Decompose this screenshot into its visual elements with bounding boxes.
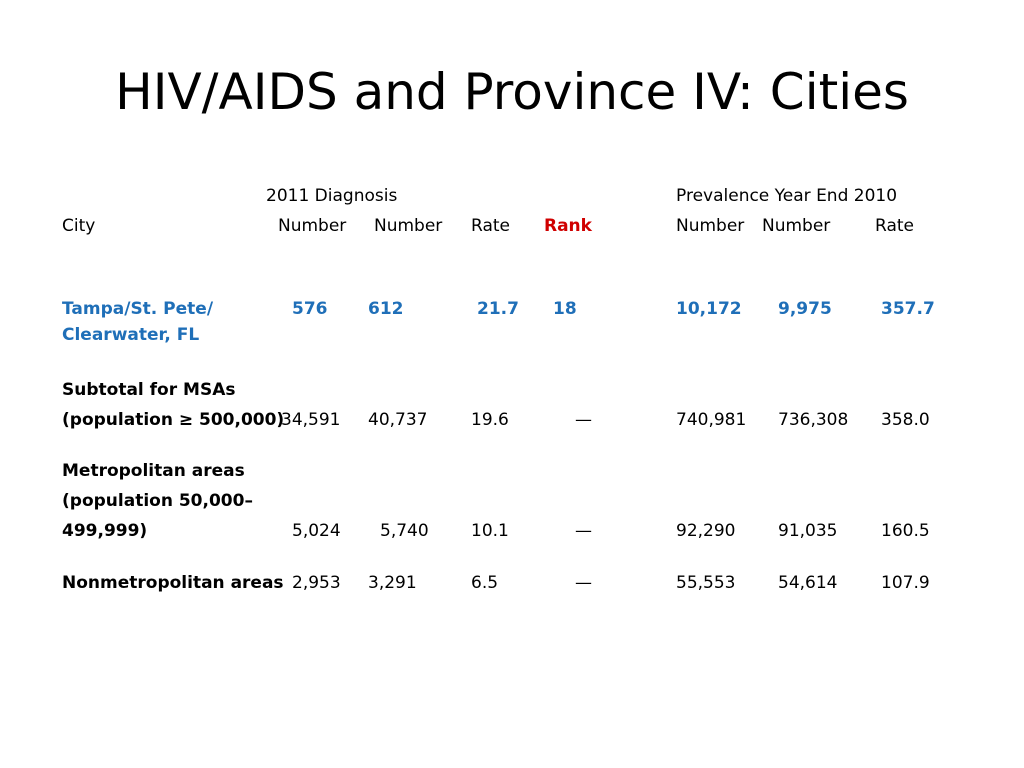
row-nonmetro-dx-number-2: 3,291: [368, 573, 417, 593]
row-tampa-city-line1: Tampa/St. Pete/: [62, 299, 214, 319]
column-header-dx-rate: Rate: [471, 216, 510, 236]
column-header-dx-number-1: Number: [278, 216, 347, 236]
row-nonmetro-pr-number-1: 55,553: [676, 573, 736, 593]
row-tampa-pr-number-1: 10,172: [676, 299, 742, 319]
row-metro-dx-number-2: 5,740: [380, 521, 429, 541]
row-metro-label-line2: (population 50,000–: [62, 491, 253, 511]
row-msa-dx-number-1: 34,591: [281, 410, 341, 430]
row-nonmetro-pr-number-2: 54,614: [778, 573, 838, 593]
row-nonmetro-dx-rate: 6.5: [471, 573, 499, 593]
column-header-pr-number-1: Number: [676, 216, 745, 236]
row-metro-rank: —: [575, 521, 592, 541]
row-msa-label-line2: (population ≥ 500,000): [62, 410, 285, 430]
row-nonmetro-rank: —: [575, 573, 592, 593]
column-header-pr-number-2: Number: [762, 216, 831, 236]
row-metro-pr-rate: 160.5: [881, 521, 930, 541]
row-msa-pr-number-2: 736,308: [778, 410, 849, 430]
column-header-city: City: [62, 216, 96, 236]
slide-title: HIV/AIDS and Province IV: Cities: [115, 63, 909, 121]
row-tampa-rank: 18: [553, 299, 577, 319]
row-tampa-dx-number-1: 576: [292, 299, 328, 319]
row-msa-rank: —: [575, 410, 592, 430]
row-tampa-pr-rate: 357.7: [881, 299, 935, 319]
row-tampa-pr-number-2: 9,975: [778, 299, 832, 319]
row-nonmetro-label: Nonmetropolitan areas: [62, 573, 284, 593]
row-msa-label-line1: Subtotal for MSAs: [62, 380, 236, 400]
column-header-pr-rate: Rate: [875, 216, 914, 236]
diagnosis-group-header: 2011 Diagnosis: [266, 186, 398, 206]
row-nonmetro-dx-number-1: 2,953: [292, 573, 341, 593]
row-msa-pr-number-1: 740,981: [676, 410, 747, 430]
row-metro-dx-rate: 10.1: [471, 521, 509, 541]
row-metro-label-line3: 499,999): [62, 521, 148, 541]
column-header-rank: Rank: [544, 216, 592, 236]
row-msa-dx-number-2: 40,737: [368, 410, 428, 430]
column-header-dx-number-2: Number: [374, 216, 443, 236]
row-tampa-dx-number-2: 612: [368, 299, 404, 319]
row-nonmetro-pr-rate: 107.9: [881, 573, 930, 593]
row-msa-dx-rate: 19.6: [471, 410, 509, 430]
row-metro-pr-number-2: 91,035: [778, 521, 838, 541]
row-msa-pr-rate: 358.0: [881, 410, 930, 430]
row-tampa-dx-rate: 21.7: [477, 299, 519, 319]
row-tampa-city-line2: Clearwater, FL: [62, 325, 200, 345]
prevalence-group-header: Prevalence Year End 2010: [676, 186, 898, 206]
row-metro-dx-number-1: 5,024: [292, 521, 341, 541]
row-metro-label-line1: Metropolitan areas: [62, 461, 245, 481]
row-metro-pr-number-1: 92,290: [676, 521, 736, 541]
